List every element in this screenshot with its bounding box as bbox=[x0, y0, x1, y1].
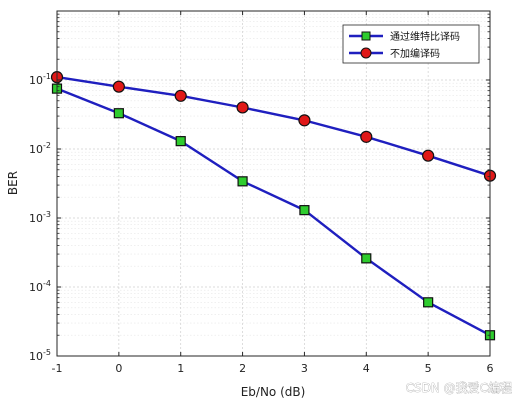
axes: -1 0 1 2 3 4 5 6 10-5 10-4 10-3 10-2 10-1 bbox=[29, 10, 494, 375]
y-tick-label: 10-3 bbox=[29, 210, 51, 225]
series-1-point bbox=[175, 136, 186, 147]
plot-area bbox=[57, 11, 490, 356]
legend-marker-circle bbox=[360, 47, 372, 59]
x-axis-title: Eb/No (dB) bbox=[241, 385, 306, 399]
watermark: CSDN @我爱C编程 bbox=[406, 380, 512, 395]
series-2-point bbox=[360, 130, 373, 143]
plot-frame bbox=[56, 10, 491, 357]
series-1-point bbox=[237, 176, 248, 187]
x-tick-label: -1 bbox=[52, 362, 63, 375]
y-tick-label: 10-1 bbox=[29, 72, 51, 87]
series-2-point bbox=[298, 114, 311, 127]
series-1-point bbox=[113, 108, 124, 119]
legend: 通过维特比译码 不加编译码 bbox=[342, 24, 480, 64]
series-line-2 bbox=[56, 75, 491, 177]
series-line-1 bbox=[56, 87, 491, 337]
series bbox=[50, 71, 497, 341]
y-tick-label: 10-2 bbox=[29, 141, 51, 156]
y-tick-label: 10-4 bbox=[29, 279, 51, 294]
x-tick-label: 4 bbox=[363, 362, 370, 375]
series-1-point bbox=[361, 253, 372, 264]
series-2-point bbox=[112, 80, 125, 93]
legend-marker-square bbox=[361, 31, 371, 41]
x-tick-label: 6 bbox=[487, 362, 494, 375]
legend-label-1: 通过维特比译码 bbox=[390, 30, 460, 43]
series-2-point bbox=[174, 89, 187, 102]
x-tick-label: 0 bbox=[115, 362, 122, 375]
legend-label-2: 不加编译码 bbox=[390, 47, 440, 60]
x-tick-label: 2 bbox=[239, 362, 246, 375]
series-1-point bbox=[299, 205, 310, 216]
y-axis-title: BER bbox=[6, 171, 20, 195]
y-tick-label: 10-5 bbox=[29, 348, 51, 363]
x-tick-label: 5 bbox=[425, 362, 432, 375]
series-2-point bbox=[422, 149, 435, 162]
series-2-point bbox=[236, 101, 249, 114]
x-tick-label: 1 bbox=[177, 362, 184, 375]
x-tick-label: 3 bbox=[301, 362, 308, 375]
series-1-point bbox=[423, 297, 434, 308]
